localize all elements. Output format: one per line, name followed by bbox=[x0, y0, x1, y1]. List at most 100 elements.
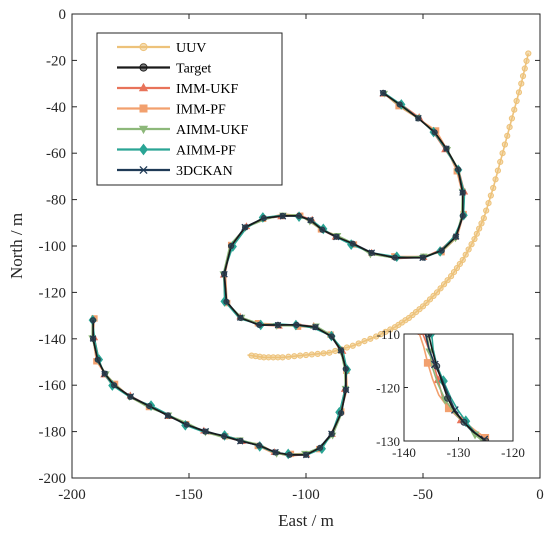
target-marker bbox=[419, 254, 427, 261]
target-marker bbox=[431, 129, 438, 136]
uuv-marker bbox=[349, 342, 356, 349]
target-marker bbox=[307, 217, 314, 224]
y-tick-label: -160 bbox=[39, 378, 67, 394]
uuv-marker bbox=[485, 199, 492, 207]
target-marker bbox=[223, 298, 230, 305]
uuv-marker bbox=[453, 264, 461, 272]
uuv-marker bbox=[433, 289, 441, 296]
legend-marker bbox=[138, 143, 149, 156]
target-marker bbox=[319, 226, 326, 233]
uuv-marker bbox=[501, 141, 508, 148]
legend-marker bbox=[139, 104, 148, 113]
target-marker bbox=[415, 115, 422, 122]
uuv-marker bbox=[480, 215, 487, 222]
uuv-marker bbox=[308, 351, 315, 358]
target-marker bbox=[452, 233, 459, 240]
target-marker bbox=[202, 428, 209, 435]
target-marker bbox=[146, 402, 153, 410]
uuv-markers bbox=[248, 50, 532, 361]
inset-zoom: -140 -130 -120-110-120-130 bbox=[376, 327, 525, 460]
y-axis-ticks: 0 -20 -40 -60 -80 -100 -120 -140 -160 -180 -200 bbox=[39, 7, 540, 487]
uuv-marker bbox=[497, 158, 504, 165]
legend-entry: 3DCKAN bbox=[176, 164, 233, 179]
target-marker bbox=[89, 317, 97, 324]
uuv-marker bbox=[476, 225, 483, 232]
legend-marker bbox=[138, 82, 149, 92]
target-marker bbox=[272, 449, 279, 456]
uuv-marker bbox=[361, 338, 368, 345]
inset-target-marker bbox=[433, 362, 441, 370]
inset-y-tick-label: -120 bbox=[376, 381, 400, 396]
uuv-marker bbox=[320, 350, 327, 357]
uuv-marker bbox=[523, 57, 530, 65]
y-tick-label: -120 bbox=[39, 285, 67, 301]
uuv-marker bbox=[355, 340, 362, 347]
x-tick-label: 0 bbox=[536, 487, 544, 503]
y-tick-label: -200 bbox=[39, 471, 67, 487]
legend-entry: IMM-UKF bbox=[176, 82, 238, 97]
target-marker bbox=[89, 335, 97, 342]
uuv-marker bbox=[494, 167, 501, 174]
legend-marker bbox=[139, 42, 148, 52]
uuv-marker bbox=[314, 350, 321, 357]
inset-x-tick-label: -130 bbox=[447, 445, 471, 460]
inset-background bbox=[404, 334, 513, 441]
target-line bbox=[92, 92, 464, 456]
target-marker bbox=[338, 347, 345, 354]
uuv-marker bbox=[465, 246, 472, 253]
uuv-marker bbox=[426, 296, 434, 303]
uuv-marker bbox=[444, 277, 451, 284]
target-marker bbox=[328, 333, 335, 340]
uuv-marker bbox=[440, 281, 448, 288]
uuv-marker bbox=[492, 176, 499, 183]
x-tick-label: -150 bbox=[175, 487, 203, 503]
legend-entry: IMM-PF bbox=[176, 103, 226, 118]
uuv-marker bbox=[471, 235, 478, 243]
y-tick-label: -100 bbox=[39, 239, 67, 255]
uuv-marker bbox=[468, 241, 475, 248]
uuv-marker bbox=[519, 72, 527, 80]
target-marker bbox=[237, 314, 244, 322]
uuv-marker bbox=[450, 269, 458, 276]
target-marker bbox=[274, 321, 282, 328]
uuv-marker bbox=[285, 353, 292, 360]
y-tick-label: -20 bbox=[46, 53, 66, 69]
target-marker bbox=[438, 247, 445, 254]
legend-entry: UUV bbox=[176, 41, 206, 56]
uuv-marker bbox=[513, 97, 520, 105]
uuv-marker bbox=[326, 349, 333, 356]
target-marker bbox=[338, 409, 345, 417]
target-marker bbox=[256, 321, 263, 328]
y-axis-label: North / m bbox=[7, 213, 26, 279]
target-marker bbox=[380, 89, 387, 96]
inset-target-marker bbox=[425, 334, 433, 338]
target-marker bbox=[459, 212, 466, 219]
uuv-marker bbox=[525, 50, 532, 57]
y-tick-label: -40 bbox=[46, 100, 66, 116]
uuv-marker bbox=[487, 192, 494, 199]
target-marker bbox=[455, 166, 462, 173]
inset-tracks bbox=[417, 334, 490, 441]
inset-target-marker bbox=[482, 437, 490, 441]
legend-marker bbox=[139, 63, 148, 72]
target-marker bbox=[260, 215, 267, 222]
target-marker bbox=[221, 270, 228, 277]
target-marker bbox=[391, 254, 399, 261]
uuv-marker bbox=[248, 352, 255, 359]
target-marker bbox=[302, 451, 310, 458]
uuv-marker bbox=[367, 335, 374, 342]
target-marker bbox=[183, 421, 190, 428]
legend-marker bbox=[138, 125, 149, 135]
target-marker bbox=[242, 224, 249, 231]
y-tick-label: -80 bbox=[46, 193, 66, 209]
uuv-marker bbox=[387, 326, 394, 333]
uuv-marker bbox=[377, 331, 384, 338]
uuv-marker bbox=[447, 273, 455, 280]
uuv-marker bbox=[504, 132, 511, 139]
uuv-marker bbox=[483, 207, 490, 214]
x-tick-label: -100 bbox=[292, 487, 320, 503]
uuv-marker bbox=[508, 115, 516, 122]
y-tick-label: -140 bbox=[39, 332, 67, 348]
uuv-marker bbox=[459, 256, 466, 264]
